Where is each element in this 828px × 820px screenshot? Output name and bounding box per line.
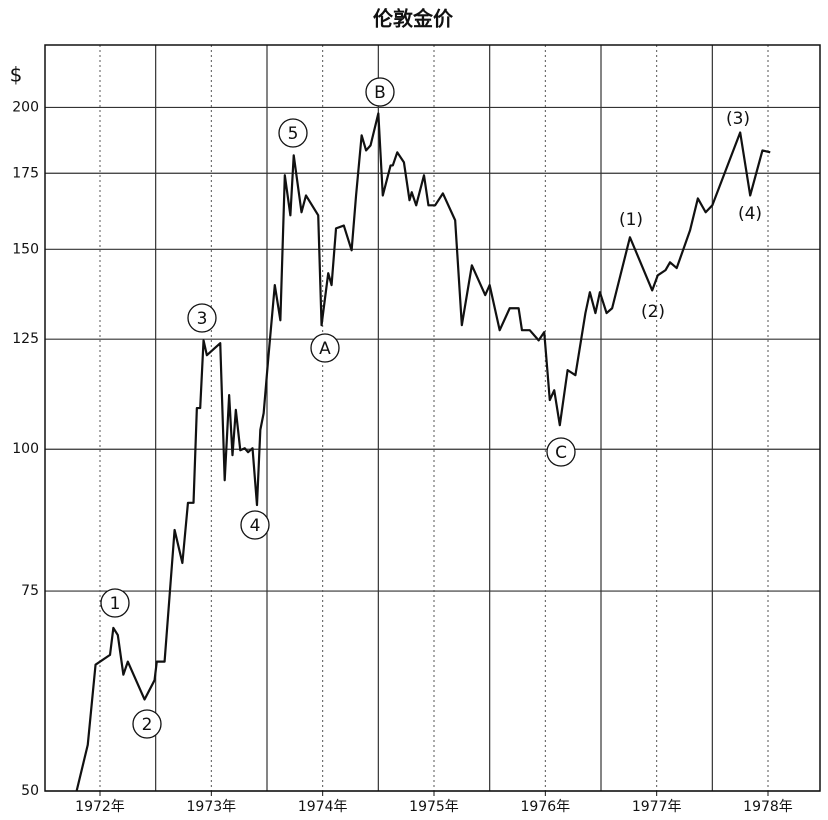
annotation: 5: [288, 124, 299, 144]
annotation-circle: [132, 709, 162, 739]
y-axis-label: $: [10, 63, 23, 87]
x-tick-label: 1975年: [409, 799, 459, 815]
annotation-circle: [546, 437, 576, 467]
x-tick-label: 1977年: [632, 799, 682, 815]
chart-title: 伦敦金价: [373, 7, 454, 31]
x-tick-label: 1974年: [298, 799, 348, 815]
annotation: (3): [726, 109, 750, 129]
y-tick-label: 200: [12, 99, 39, 115]
y-tick-label: 150: [12, 241, 39, 257]
y-tick-label: 175: [12, 165, 39, 181]
annotation: B: [374, 83, 386, 103]
annotation-circle: [365, 77, 395, 107]
annotation-circle: [240, 510, 270, 540]
annotation: 4: [250, 516, 261, 536]
x-tick-label: 1978年: [743, 799, 793, 815]
annotation: (2): [641, 302, 665, 322]
x-tick-label: 1972年: [75, 799, 125, 815]
y-tick-label: 125: [12, 331, 39, 347]
annotation: (4): [738, 204, 762, 224]
x-tick-label: 1976年: [521, 799, 571, 815]
x-tick-label: 1973年: [187, 799, 237, 815]
annotation: C: [555, 443, 567, 463]
annotation-circle: [310, 333, 340, 363]
y-tick-label: 100: [12, 441, 39, 457]
annotation: A: [319, 339, 331, 359]
annotation: (1): [619, 210, 643, 230]
plot-frame: [44, 44, 821, 792]
annotation: 2: [142, 715, 153, 735]
y-tick-label: 50: [21, 783, 39, 799]
annotation-circle: [278, 118, 308, 148]
annotation: 1: [110, 594, 121, 614]
annotation-circle: [100, 588, 130, 618]
annotation: 3: [197, 309, 208, 329]
y-tick-label: 75: [21, 583, 39, 599]
annotation-circle: [187, 303, 217, 333]
price-line: [75, 112, 771, 792]
